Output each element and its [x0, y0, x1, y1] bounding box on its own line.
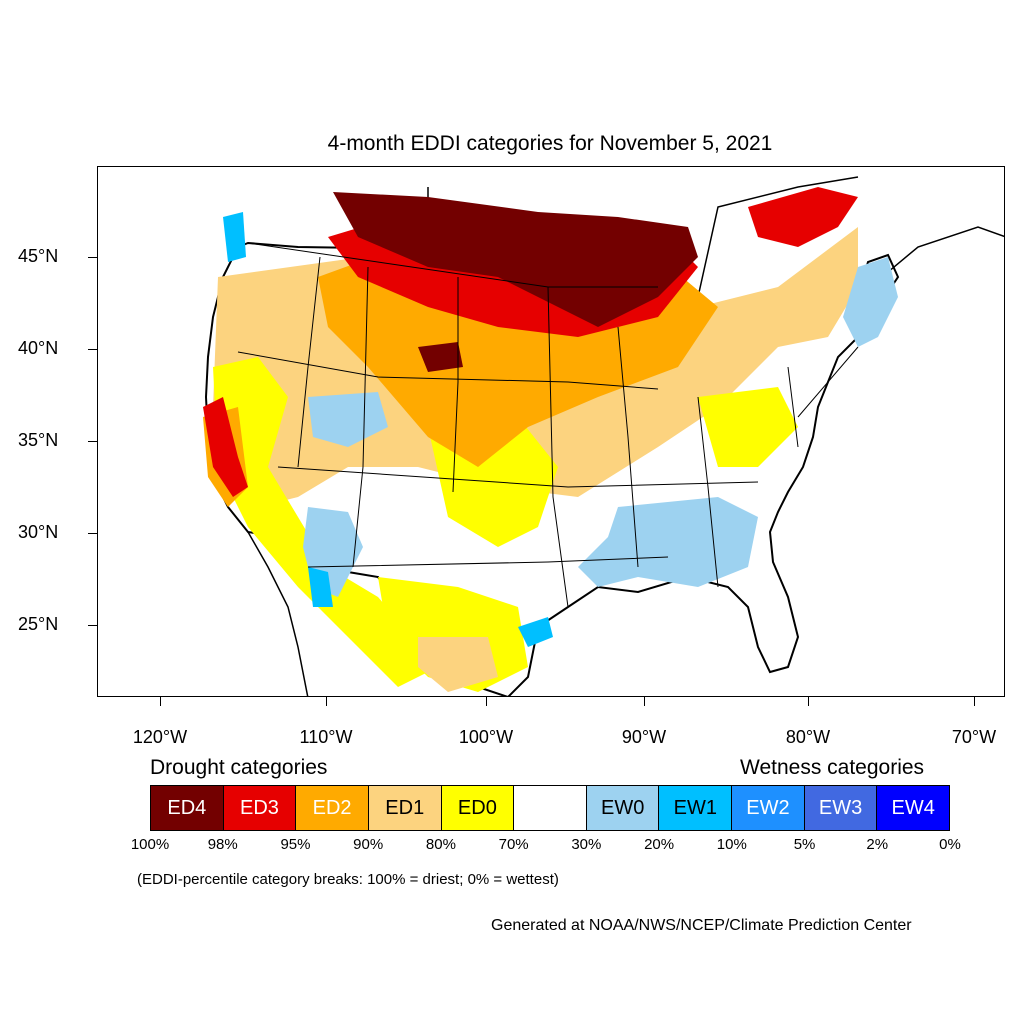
map-area [97, 166, 1005, 697]
ew1-region-southwest [308, 567, 333, 607]
ed3-region-california [203, 397, 248, 497]
category-legend: ED4 ED3 ED2 ED1 ED0 EW0 EW1 EW2 EW3 EW4 [150, 785, 950, 831]
legend-ed4: ED4 [151, 786, 224, 830]
lon-tick [486, 697, 487, 706]
legend-neutral [514, 786, 587, 830]
ew1-region-gulf [518, 617, 553, 647]
category-note: (EDDI-percentile category breaks: 100% =… [137, 871, 559, 888]
legend-ew2: EW2 [732, 786, 805, 830]
ew1-region-pacific-nw [223, 212, 246, 262]
percentile-break-label: 0% [939, 836, 961, 853]
credit-line: Generated at NOAA/NWS/NCEP/Climate Predi… [491, 917, 912, 934]
percentile-break-label: 2% [866, 836, 889, 853]
wetness-regions [223, 212, 898, 647]
percentile-break-label: 30% [571, 836, 602, 853]
legend-ed2: ED2 [296, 786, 369, 830]
percentile-break-label: 10% [716, 836, 747, 853]
ew0-region-northeast [843, 257, 898, 347]
drought-categories-heading: Drought categories [150, 756, 328, 779]
ew0-region-south [578, 497, 758, 587]
percentile-break-label: 98% [207, 836, 238, 853]
lat-label-45: 45°N [18, 246, 59, 266]
lon-label-90: 90°W [621, 727, 667, 747]
lon-tick [644, 697, 645, 706]
mexico-outline [247, 531, 309, 696]
legend-ed1: ED1 [368, 786, 442, 830]
percentile-break-label: 5% [793, 836, 816, 853]
percentile-break-label: 70% [498, 836, 529, 853]
lon-tick [160, 697, 161, 706]
map-title: 4-month EDDI categories for November 5, … [327, 132, 773, 155]
ed0-region-west [213, 357, 438, 687]
lat-tick [88, 533, 97, 534]
percentile-break-label: 20% [644, 836, 675, 853]
ed4-region-spot [418, 342, 463, 372]
percentile-break-label: 100% [130, 836, 170, 853]
ed0-region-east [698, 387, 798, 467]
lat-tick [88, 625, 97, 626]
lat-label-40: 40°N [18, 338, 59, 358]
lat-label-25: 25°N [18, 614, 59, 634]
percentile-break-label: 90% [353, 836, 384, 853]
lat-label-30: 30°N [18, 522, 59, 542]
lat-tick [88, 257, 97, 258]
state-boundaries [237, 242, 859, 608]
legend-ed3: ED3 [223, 786, 297, 830]
legend-ew0: EW0 [586, 786, 660, 830]
ed3-region-northeast [748, 187, 858, 247]
lon-label-120: 120°W [132, 727, 188, 747]
percentile-break-label: 80% [425, 836, 456, 853]
legend-ew1: EW1 [659, 786, 733, 830]
lon-tick [326, 697, 327, 706]
lon-label-100: 100°W [458, 727, 514, 747]
lat-label-35: 35°N [18, 430, 59, 450]
legend-ew3: EW3 [804, 786, 878, 830]
lon-label-70: 70°W [951, 727, 997, 747]
ed4-region-north [333, 192, 698, 327]
lon-label-80: 80°W [785, 727, 831, 747]
percentile-break-label: 95% [280, 836, 311, 853]
lat-tick [88, 441, 97, 442]
ew0-region-great-basin [308, 392, 388, 447]
lat-tick [88, 349, 97, 350]
legend-ed0: ED0 [441, 786, 515, 830]
drought-regions [203, 187, 858, 692]
ed1-region-texas [418, 637, 498, 692]
lon-tick [974, 697, 975, 706]
legend-ew4: EW4 [877, 786, 950, 830]
lon-label-110: 110°W [299, 727, 353, 747]
eddi-map [203, 176, 1004, 696]
wetness-categories-heading: Wetness categories [740, 756, 925, 779]
lon-tick [808, 697, 809, 706]
